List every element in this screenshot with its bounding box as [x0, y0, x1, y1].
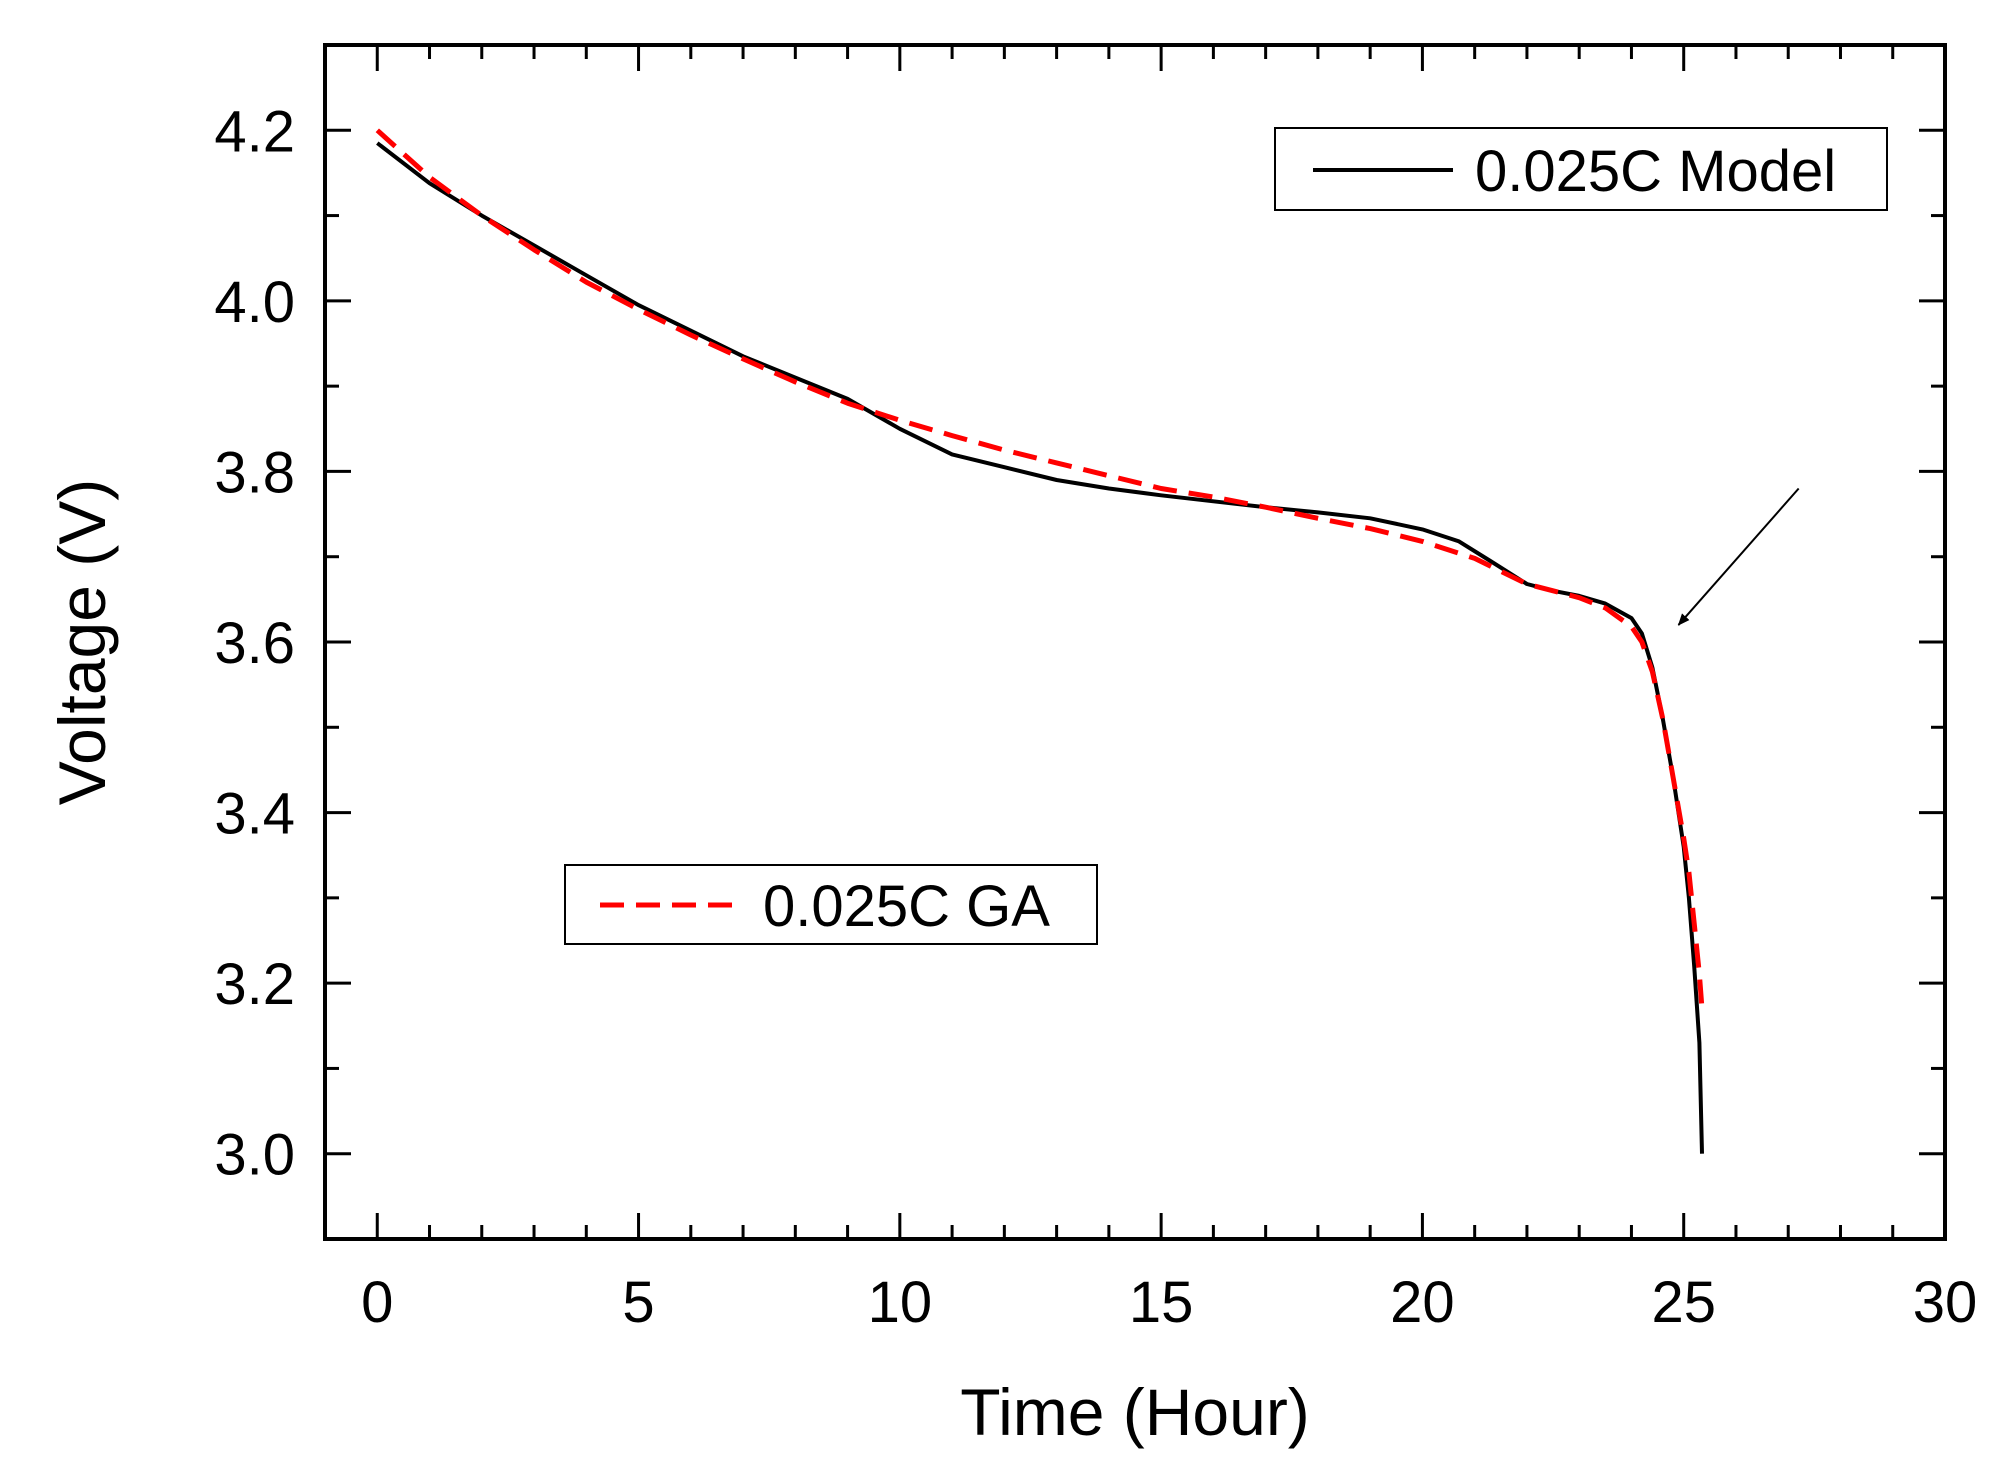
legend-model: 0.025C Model: [1274, 127, 1888, 211]
x-tick-label: 0: [361, 1270, 393, 1335]
x-tick-label: 30: [1913, 1270, 1978, 1335]
y-tick-label: 3.8: [214, 440, 295, 505]
plot-area-frame: [323, 43, 1947, 1241]
axis-ticks: [325, 43, 1947, 1239]
axis-tick-labels: 0 5 10 15 20 25 30 3.0 3.2 3.4 3.6 3.8 4.0 4.2: [214, 99, 1977, 1335]
legend-ga-label: 0.025C GA: [763, 874, 1050, 939]
annotation-arrow: [1677, 487, 1800, 626]
x-tick-label: 10: [868, 1270, 933, 1335]
y-tick-label: 4.0: [214, 270, 295, 335]
x-axis-title: Time (Hour): [960, 1375, 1310, 1449]
x-tick-label: 15: [1129, 1270, 1194, 1335]
annotation-layer: [1677, 487, 1800, 626]
series-line-ga: [375, 128, 1705, 1009]
y-axis-title: Voltage (V): [45, 479, 119, 806]
legend-model-label: 0.025C Model: [1475, 139, 1836, 204]
y-tick-label: 3.4: [214, 782, 295, 847]
y-tick-label: 3.6: [214, 611, 295, 676]
series-line-model: [376, 141, 1704, 1154]
series-layer: [375, 128, 1705, 1154]
y-tick-label: 3.2: [214, 952, 295, 1017]
legend-ga: 0.025C GA: [564, 864, 1098, 945]
y-tick-label: 3.0: [214, 1123, 295, 1188]
x-tick-label: 20: [1390, 1270, 1455, 1335]
x-tick-label: 25: [1651, 1270, 1716, 1335]
y-tick-label: 4.2: [214, 99, 295, 164]
x-tick-label: 5: [622, 1270, 654, 1335]
